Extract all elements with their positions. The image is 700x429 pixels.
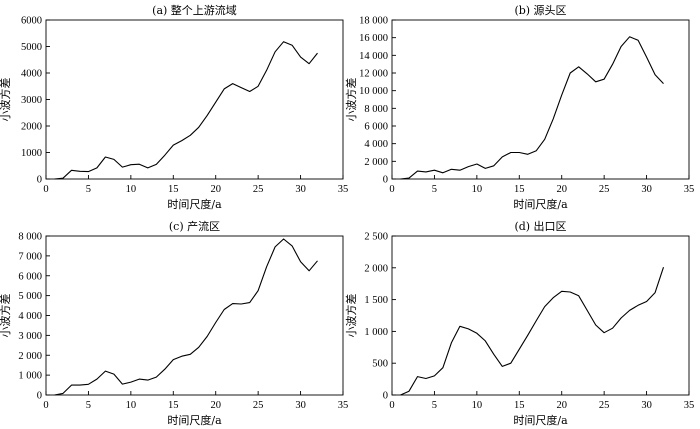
x-tick-label: 25 [599, 184, 610, 195]
y-axis-label: 小波方差 [0, 294, 12, 338]
x-tick-label: 35 [338, 400, 349, 411]
plot-frame [45, 235, 344, 396]
chart-panel-1: (a) 整个上游流域 0 5 10 15 20 25 30 35 0 1000 2000 3000 400… [0, 3, 348, 211]
x-tick-label: 35 [684, 184, 695, 195]
y-tick-label: 2 000 [364, 157, 388, 168]
y-tick-label: 4 000 [18, 311, 42, 322]
x-tick-label: 0 [389, 184, 394, 195]
y-tick-label: 16 000 [359, 33, 388, 44]
x-tick-label: 20 [556, 184, 567, 195]
chart-panel-2: (b) 源头区 0 5 10 15 20 25 30 35 0 2 000 4 000 6 000 8 0… [344, 3, 694, 211]
x-tick-label: 35 [684, 400, 695, 411]
y-tick-label: 1000 [21, 148, 42, 159]
x-tick-label: 0 [389, 400, 394, 411]
x-tick-label: 25 [599, 400, 610, 411]
x-tick-label: 5 [86, 184, 91, 195]
y-tick-label: 10 000 [359, 86, 388, 97]
y-tick-label: 6000 [21, 16, 42, 27]
y-axis-label: 小波方差 [344, 294, 358, 338]
y-tick-label: 0 [383, 391, 388, 402]
x-tick-label: 0 [43, 184, 48, 195]
y-tick-label: 0 [383, 175, 388, 186]
y-tick-label: 2 000 [18, 351, 42, 362]
x-tick-label: 5 [86, 400, 91, 411]
y-tick-label: 1 000 [18, 371, 42, 382]
panel-title: (c) 产流区 [169, 219, 220, 233]
chart-panel-3: (c) 产流区 0 5 10 15 20 25 30 35 0 1 000 2 000 3 000 4 0… [0, 219, 348, 427]
x-tick-label: 25 [253, 400, 264, 411]
y-tick-label: 0 [37, 391, 42, 402]
y-tick-label: 8 000 [18, 232, 42, 243]
plot-frame [45, 19, 344, 180]
x-tick-label: 5 [432, 184, 437, 195]
y-tick-label: 2 500 [364, 232, 388, 243]
plot-frame [391, 235, 690, 396]
x-tick-label: 15 [514, 184, 525, 195]
series-line [54, 41, 318, 180]
y-tick-label: 18 000 [359, 16, 388, 27]
x-tick-label: 30 [641, 400, 652, 411]
panel-title: (d) 出口区 [514, 219, 566, 233]
chart-panel-4: (d) 出口区 0 5 10 15 20 25 30 35 0 500 1 000 1 500 2 000… [344, 219, 694, 427]
x-axis-label: 时间尺度/a [513, 197, 568, 211]
x-tick-label: 30 [641, 184, 652, 195]
x-axis-label: 时间尺度/a [167, 197, 222, 211]
y-tick-label: 5000 [21, 42, 42, 53]
x-tick-label: 30 [295, 400, 306, 411]
x-tick-label: 35 [338, 184, 349, 195]
y-tick-label: 3000 [21, 95, 42, 106]
x-tick-label: 10 [126, 400, 137, 411]
x-tick-label: 30 [295, 184, 306, 195]
x-axis-label: 时间尺度/a [167, 413, 222, 427]
y-axis-label: 小波方差 [0, 78, 12, 122]
x-tick-label: 15 [514, 400, 525, 411]
y-tick-label: 6 000 [364, 122, 388, 133]
x-tick-label: 10 [126, 184, 137, 195]
x-tick-label: 15 [168, 184, 179, 195]
y-tick-label: 7 000 [18, 251, 42, 262]
y-tick-label: 12 000 [359, 69, 388, 80]
panel-title: (a) 整个上游流域 [152, 3, 237, 17]
x-tick-label: 20 [556, 400, 567, 411]
series-line [400, 36, 664, 180]
x-tick-label: 0 [43, 400, 48, 411]
y-axis-label: 小波方差 [344, 78, 358, 122]
x-tick-label: 25 [253, 184, 264, 195]
y-tick-label: 14 000 [359, 51, 388, 62]
y-tick-label: 8 000 [364, 104, 388, 115]
y-tick-label: 3 000 [18, 331, 42, 342]
x-tick-label: 10 [472, 400, 483, 411]
y-tick-label: 2000 [21, 122, 42, 133]
y-tick-label: 0 [37, 175, 42, 186]
x-tick-label: 10 [472, 184, 483, 195]
x-tick-label: 5 [432, 400, 437, 411]
y-tick-label: 5 000 [18, 291, 42, 302]
y-tick-label: 4000 [21, 69, 42, 80]
x-tick-label: 20 [210, 184, 221, 195]
y-tick-label: 1 000 [364, 327, 388, 338]
series-line [400, 267, 665, 396]
y-tick-label: 500 [372, 359, 388, 370]
series-line [54, 238, 318, 396]
y-tick-label: 1 500 [364, 295, 388, 306]
x-tick-label: 20 [210, 400, 221, 411]
y-tick-label: 4 000 [364, 139, 388, 150]
y-tick-label: 2 000 [364, 263, 388, 274]
panel-title: (b) 源头区 [514, 3, 566, 17]
y-tick-label: 6 000 [18, 271, 42, 282]
x-axis-label: 时间尺度/a [513, 413, 568, 427]
plot-frame [391, 19, 690, 180]
x-tick-label: 15 [168, 400, 179, 411]
